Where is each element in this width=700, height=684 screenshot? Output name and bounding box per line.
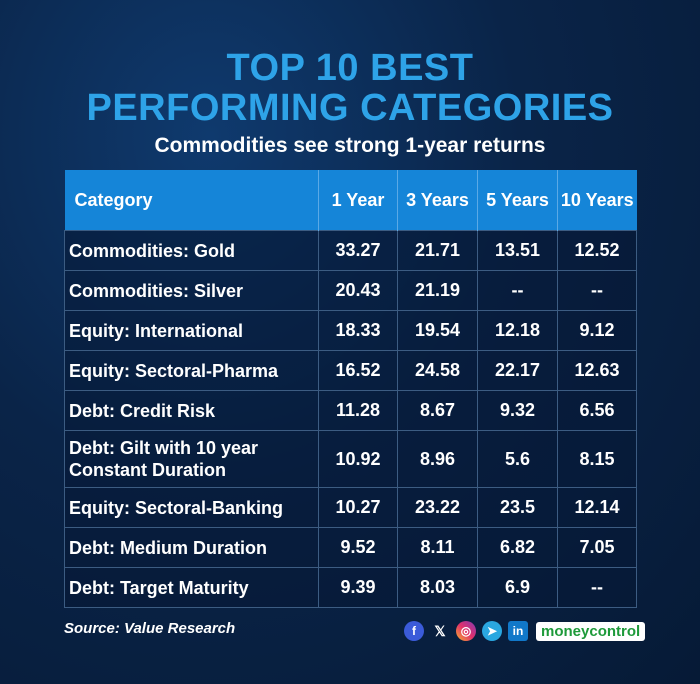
value-cell: 12.18: [477, 310, 558, 351]
header-10-years: 10 Years: [557, 170, 637, 231]
telegram-icon[interactable]: ➤: [482, 621, 502, 641]
value-cell: 21.19: [397, 270, 478, 311]
title-line-2: PERFORMING CATEGORIES: [86, 87, 614, 129]
value-cell: 13.51: [477, 230, 558, 271]
value-cell: 19.54: [397, 310, 478, 351]
table-row: Equity: Sectoral-Pharma 16.52 24.58 22.1…: [64, 350, 637, 391]
value-cell: --: [557, 270, 637, 311]
value-cell: 23.22: [397, 487, 478, 528]
value-cell: 24.58: [397, 350, 478, 391]
title-line-1: TOP 10 BEST: [226, 47, 474, 89]
header-3-years: 3 Years: [397, 170, 478, 231]
header-1-year: 1 Year: [318, 170, 398, 231]
value-cell: 8.03: [397, 567, 478, 608]
table-row: Debt: Gilt with 10 year Constant Duratio…: [64, 430, 637, 488]
category-cell: Debt: Credit Risk: [64, 390, 319, 431]
category-cell: Commodities: Gold: [64, 230, 319, 271]
value-cell: 18.33: [318, 310, 398, 351]
value-cell: 5.6: [477, 430, 558, 488]
table-row: Commodities: Gold 33.27 21.71 13.51 12.5…: [64, 230, 637, 271]
category-cell: Debt: Target Maturity: [64, 567, 319, 608]
value-cell: 22.17: [477, 350, 558, 391]
value-cell: 9.52: [318, 527, 398, 568]
facebook-icon[interactable]: f: [404, 621, 424, 641]
value-cell: 6.56: [557, 390, 637, 431]
value-cell: 16.52: [318, 350, 398, 391]
value-cell: 8.11: [397, 527, 478, 568]
value-cell: 9.39: [318, 567, 398, 608]
table-row: Equity: Sectoral-Banking 10.27 23.22 23.…: [64, 487, 637, 528]
value-cell: 20.43: [318, 270, 398, 311]
value-cell: 23.5: [477, 487, 558, 528]
value-cell: 11.28: [318, 390, 398, 431]
subtitle: Commodities see strong 1-year returns: [154, 134, 546, 157]
table-row: Commodities: Silver 20.43 21.19 -- --: [64, 270, 637, 311]
value-cell: 12.14: [557, 487, 637, 528]
instagram-icon[interactable]: ◎: [456, 621, 476, 641]
value-cell: 9.32: [477, 390, 558, 431]
value-cell: 6.82: [477, 527, 558, 568]
value-cell: 21.71: [397, 230, 478, 271]
value-cell: --: [557, 567, 637, 608]
x-icon[interactable]: 𝕏: [434, 622, 446, 639]
value-cell: 10.92: [318, 430, 398, 488]
category-cell: Equity: Sectoral-Pharma: [64, 350, 319, 391]
header-category: Category: [64, 170, 319, 231]
value-cell: 8.15: [557, 430, 637, 488]
value-cell: --: [477, 270, 558, 311]
category-cell: Debt: Medium Duration: [64, 527, 319, 568]
table-row: Debt: Credit Risk 11.28 8.67 9.32 6.56: [64, 390, 637, 431]
value-cell: 7.05: [557, 527, 637, 568]
table-row: Debt: Target Maturity 9.39 8.03 6.9 --: [64, 567, 637, 608]
value-cell: 12.63: [557, 350, 637, 391]
category-cell: Equity: International: [64, 310, 319, 351]
category-cell: Equity: Sectoral-Banking: [64, 487, 319, 528]
table-row: Debt: Medium Duration 9.52 8.11 6.82 7.0…: [64, 527, 637, 568]
value-cell: 6.9: [477, 567, 558, 608]
social-bar: f 𝕏 ◎ ➤ in moneycontrol: [404, 620, 646, 642]
table-header-row: Category 1 Year 3 Years 5 Years 10 Years: [64, 170, 637, 231]
category-cell: Debt: Gilt with 10 year Constant Duratio…: [64, 430, 319, 488]
table-row: Equity: International 18.33 19.54 12.18 …: [64, 310, 637, 351]
linkedin-icon[interactable]: in: [508, 621, 528, 641]
value-cell: 12.52: [557, 230, 637, 271]
value-cell: 10.27: [318, 487, 398, 528]
category-cell: Commodities: Silver: [64, 270, 319, 311]
value-cell: 33.27: [318, 230, 398, 271]
returns-table: Category 1 Year 3 Years 5 Years 10 Years…: [64, 170, 637, 608]
value-cell: 8.96: [397, 430, 478, 488]
value-cell: 9.12: [557, 310, 637, 351]
brand-logo: moneycontrol: [536, 621, 646, 641]
header-5-years: 5 Years: [477, 170, 558, 231]
source-note: Source: Value Research: [64, 620, 236, 637]
value-cell: 8.67: [397, 390, 478, 431]
